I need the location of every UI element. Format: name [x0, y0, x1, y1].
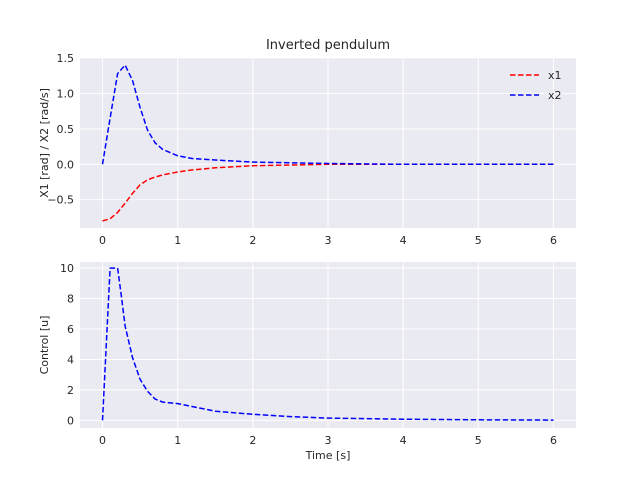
x-tick-label: 1	[174, 234, 181, 247]
x-tick-label: 3	[325, 234, 332, 247]
x-tick-label: 5	[475, 234, 482, 247]
y-tick-label: 0.0	[57, 158, 75, 171]
y-tick-label: 10	[60, 262, 74, 275]
top-y-axis-label: X1 [rad] / X2 [rad/s]	[38, 88, 51, 198]
y-tick-label: −0.5	[47, 194, 74, 207]
y-tick-label: 2	[67, 384, 74, 397]
x-tick-label: 6	[550, 434, 557, 447]
x-tick-label: 0	[99, 434, 106, 447]
y-tick-label: 4	[67, 353, 74, 366]
y-tick-label: 1.0	[57, 87, 75, 100]
bottom-x-tick-labels: 0 1 2 3 4 5 6	[99, 434, 557, 447]
x-tick-label: 4	[400, 234, 407, 247]
y-tick-label: 1.5	[57, 52, 75, 65]
bottom-y-tick-labels: 0 2 4 6 8 10	[60, 262, 74, 427]
top-gridlines	[80, 57, 576, 228]
x-tick-label: 3	[325, 434, 332, 447]
bottom-subplot: 0 1 2 3 4 5 6 0 2 4 6 8 10 Time [s] Control [u]	[38, 262, 576, 462]
x-tick-label: 2	[249, 434, 256, 447]
x-tick-label: 2	[249, 234, 256, 247]
series-line-x2	[101, 64, 554, 166]
x-axis-label: Time [s]	[305, 449, 351, 462]
legend: x1 x2	[510, 69, 562, 102]
y-tick-label: 8	[67, 293, 74, 306]
legend-x2-label: x2	[548, 89, 562, 102]
y-tick-label: 0.5	[57, 123, 75, 136]
y-tick-label: 0	[67, 414, 74, 427]
x-tick-label: 0	[99, 234, 106, 247]
top-series-lines	[101, 64, 554, 222]
x-tick-label: 5	[475, 434, 482, 447]
legend-x1-label: x1	[548, 69, 562, 82]
top-y-tick-labels: −0.5 0.0 0.5 1.0 1.5	[47, 52, 74, 207]
x-tick-label: 4	[400, 434, 407, 447]
top-subplot: 0 1 2 3 4 5 6 −0.5 0.0 0.5 1.0 1.5 Inverted pendul…	[38, 38, 576, 247]
top-x-tick-labels: 0 1 2 3 4 5 6	[99, 234, 557, 247]
x-tick-label: 1	[174, 434, 181, 447]
x-tick-label: 6	[550, 234, 557, 247]
y-tick-label: 6	[67, 323, 74, 336]
bottom-gridlines	[80, 262, 576, 428]
bottom-y-axis-label: Control [u]	[38, 316, 51, 375]
chart-title: Inverted pendulum	[266, 38, 390, 53]
